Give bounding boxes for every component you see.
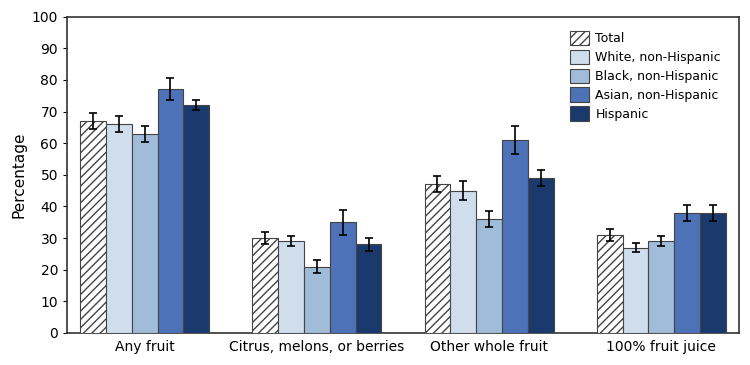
Bar (649, 241, 674, 333)
Bar (252, 238, 278, 333)
Bar (674, 213, 700, 333)
Bar (304, 266, 330, 333)
Y-axis label: Percentage: Percentage (11, 131, 26, 218)
Bar (502, 140, 528, 333)
Bar (80, 121, 106, 333)
Bar (700, 213, 726, 333)
Bar (622, 247, 649, 333)
Bar (597, 235, 622, 333)
Bar (278, 241, 304, 333)
Bar (476, 219, 502, 333)
Bar (528, 178, 554, 333)
Bar (183, 105, 209, 333)
Bar (330, 222, 356, 333)
Legend: Total, White, non-Hispanic, Black, non-Hispanic, Asian, non-Hispanic, Hispanic: Total, White, non-Hispanic, Black, non-H… (566, 26, 726, 126)
Bar (424, 184, 450, 333)
Bar (132, 134, 158, 333)
Bar (450, 191, 476, 333)
Bar (106, 124, 132, 333)
Bar (158, 89, 183, 333)
Bar (356, 245, 382, 333)
